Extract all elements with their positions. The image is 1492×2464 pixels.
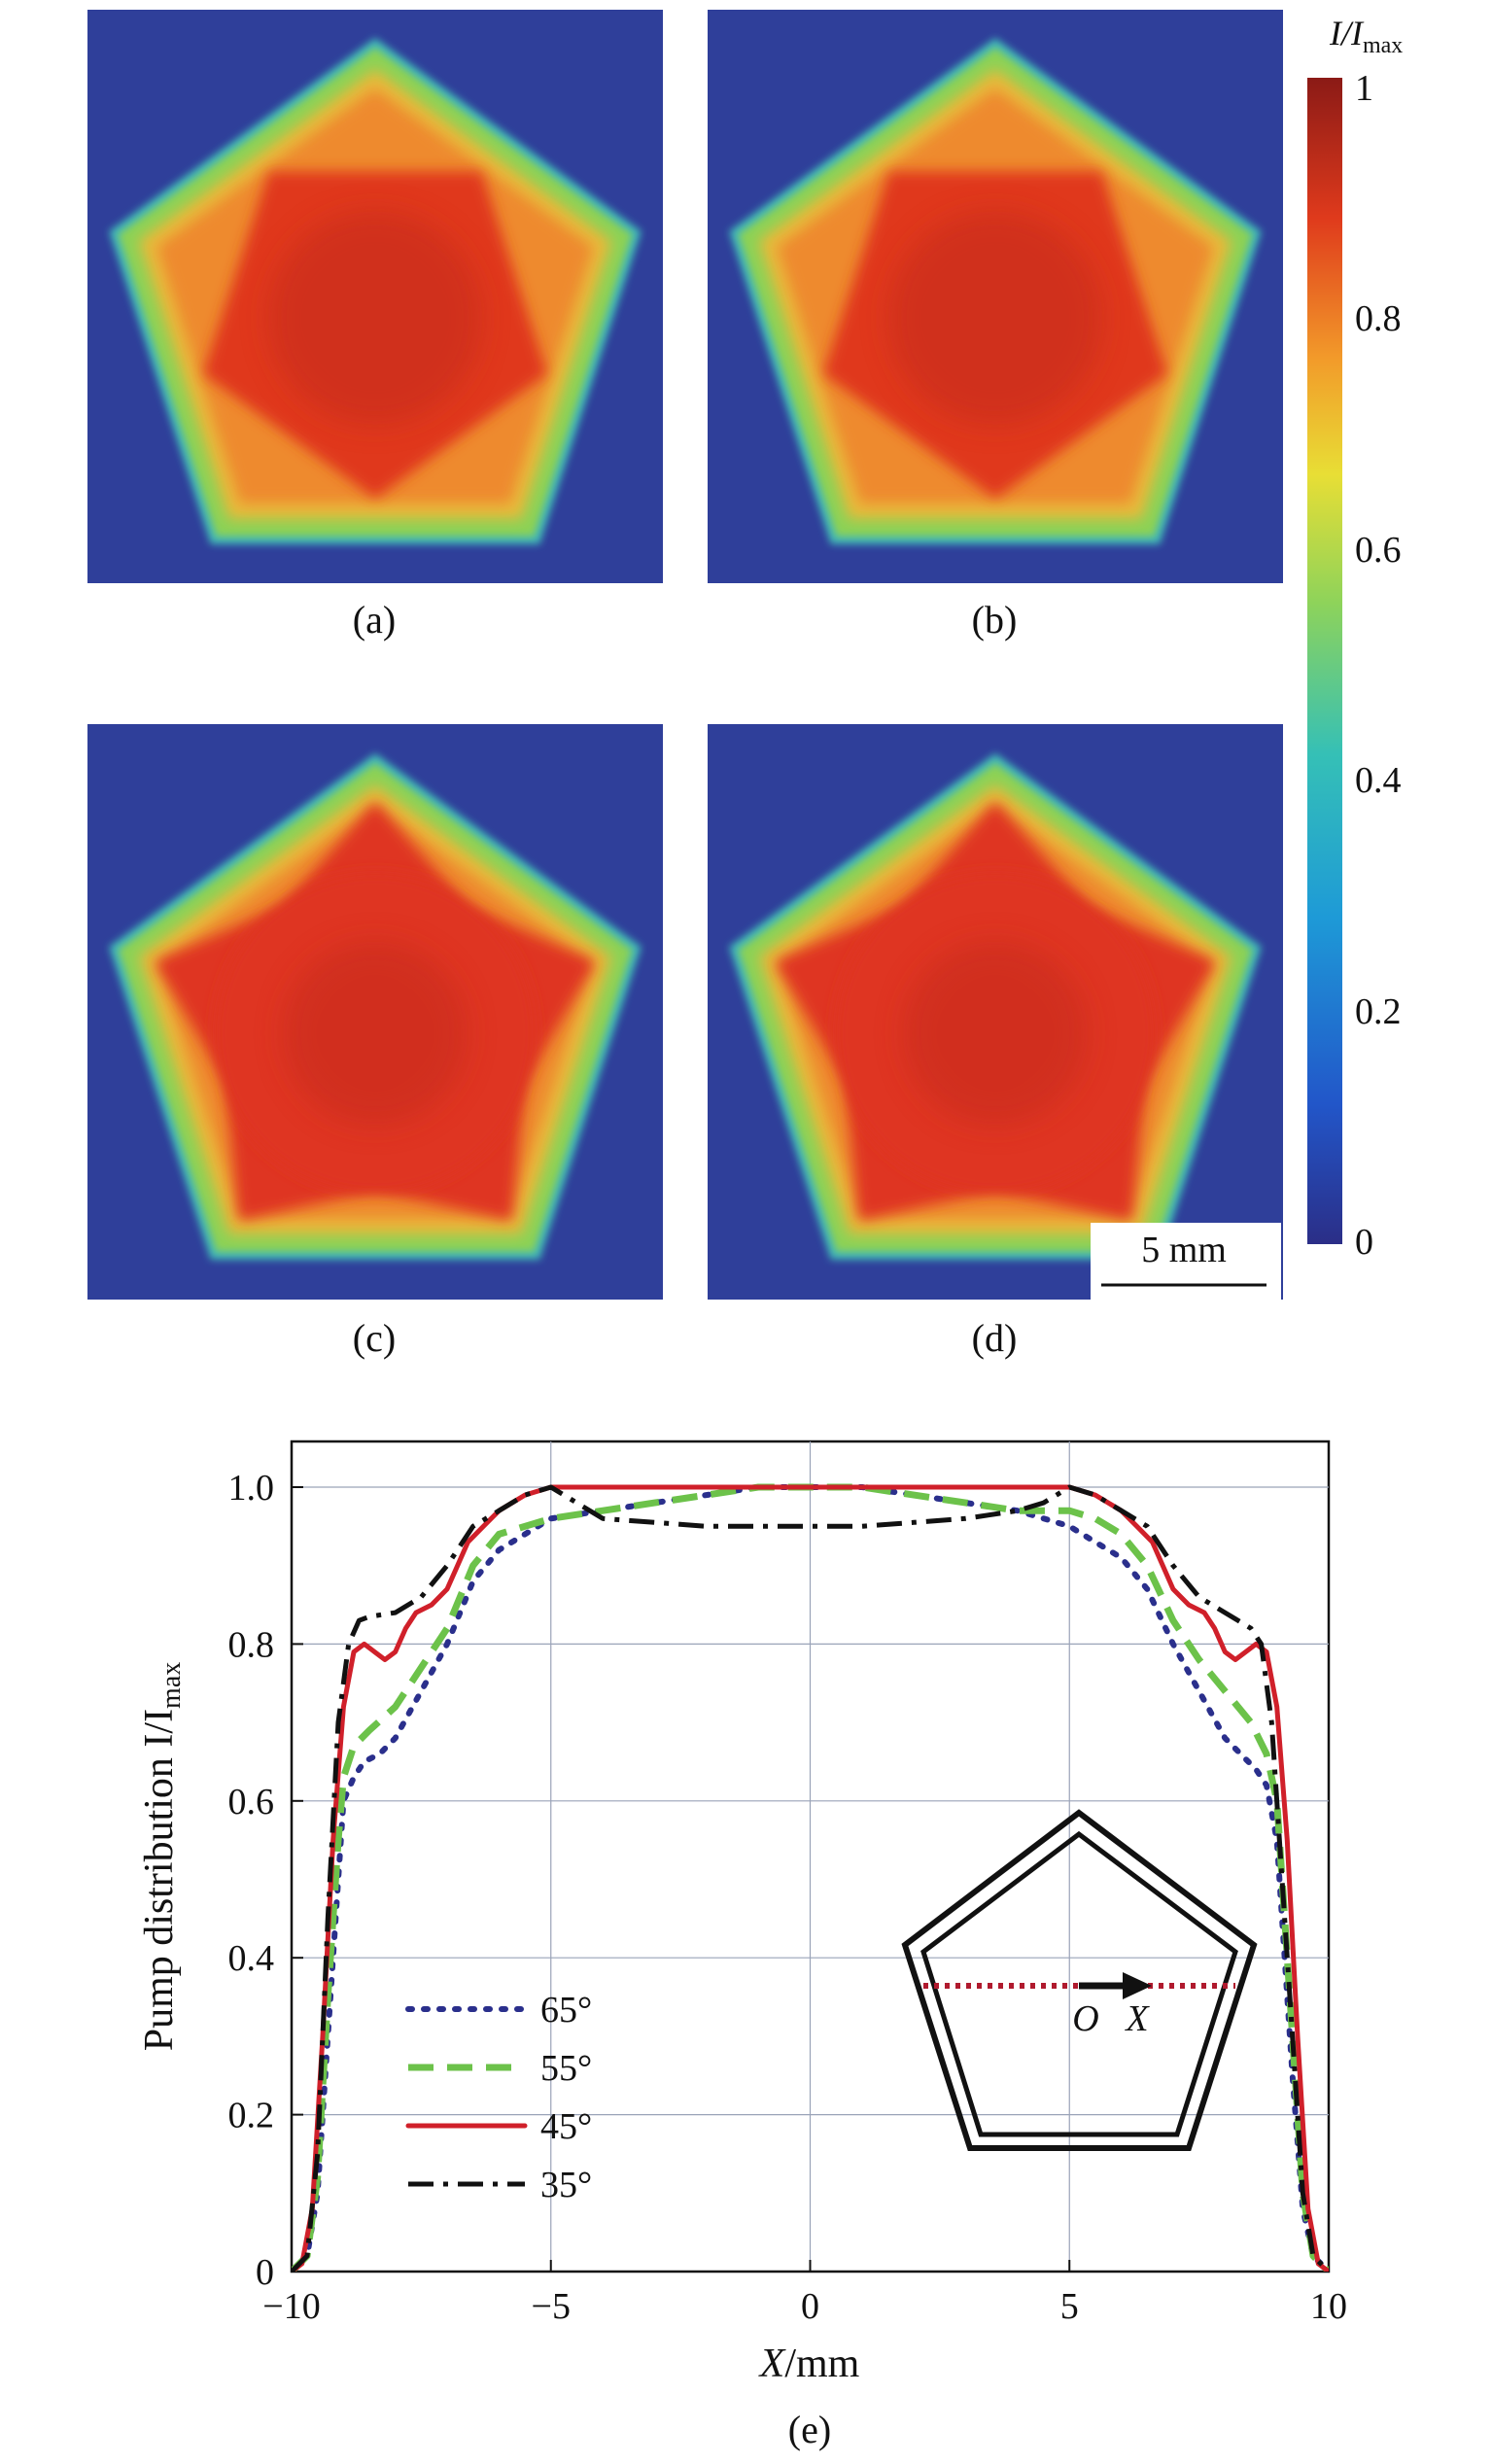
colorbar-title: I/Imax (1329, 14, 1403, 58)
x-tick-label: 10 (1310, 2286, 1347, 2327)
panel-label-e: (e) (788, 2408, 831, 2451)
panel-label-a: (a) (353, 598, 396, 642)
map-core-dark (283, 941, 468, 1126)
x-tick-label: −10 (262, 2286, 320, 2327)
map-core-dark (888, 211, 1102, 425)
y-axis-label-sub: max (156, 1662, 187, 1709)
inset-pentagon-diagram: O X (901, 1809, 1258, 2151)
x-tick-label: 0 (801, 2286, 819, 2327)
scale-bar: 5 mm (1091, 1223, 1281, 1301)
x-tick-label: 5 (1060, 2286, 1079, 2327)
y-tick-label: 0.6 (228, 1782, 275, 1822)
inset-pentagon-inner (920, 1830, 1238, 2137)
series-line-45deg (292, 1484, 1329, 2272)
colorbar-gradient (1307, 78, 1342, 1244)
legend-label: 65° (540, 1990, 592, 2030)
y-axis-label: Pump distribution I/Imax (137, 1662, 187, 2052)
colorbar-tick-0.6: 0.6 (1355, 530, 1402, 571)
map-core-dark (903, 941, 1088, 1126)
y-tick-label: 0.2 (228, 2096, 275, 2136)
series-line-65deg (292, 1484, 1329, 2272)
map-core-dark (268, 211, 482, 425)
y-tick-label: 0.8 (228, 1624, 275, 1665)
legend-label: 35° (540, 2165, 592, 2205)
intensity-map-b (708, 10, 1283, 583)
legend-label: 45° (540, 2106, 592, 2147)
intensity-map-a (87, 10, 663, 583)
y-tick-label: 0 (256, 2252, 274, 2293)
panel-label-b: (b) (972, 598, 1018, 642)
y-tick-label: 1.0 (228, 1468, 275, 1509)
scale-bar-label: 5 mm (1141, 1230, 1227, 1270)
x-axis-label: X/mm (758, 2342, 860, 2386)
x-ticks: −10 −5 0 5 10 (262, 2260, 1347, 2327)
y-tick-label: 0.4 (228, 1938, 275, 1979)
colorbar: I/Imax 1 0.8 0.6 0.4 0.2 0 (1307, 14, 1403, 1263)
x-tick-label: −5 (532, 2286, 571, 2327)
pump-distribution-chart: 0 0.2 0.4 0.6 0.8 1.0 −10 −5 0 5 10 O X 65° 55° 45°… (137, 1440, 1347, 2451)
colorbar-tick-0: 0 (1355, 1222, 1373, 1263)
inset-label-x: X (1124, 1998, 1150, 2039)
intensity-map-c (87, 724, 663, 1300)
inset-arrowhead (1123, 1972, 1152, 1999)
colorbar-title-sub: max (1363, 33, 1403, 58)
colorbar-tick-0.4: 0.4 (1355, 760, 1402, 801)
series-lines (292, 1483, 1329, 2272)
legend: 65° 55° 45° 35° (405, 1990, 592, 2205)
colorbar-tick-0.2: 0.2 (1355, 991, 1402, 1032)
inset-pentagon-outer (901, 1809, 1258, 2151)
series-line-35deg (292, 1484, 1329, 2272)
y-ticks: 0 0.2 0.4 0.6 0.8 1.0 (228, 1468, 303, 2293)
panel-label-c: (c) (353, 1316, 396, 1360)
colorbar-tick-1: 1 (1355, 68, 1373, 109)
legend-label: 55° (540, 2048, 592, 2089)
intensity-map-d (708, 724, 1283, 1300)
colorbar-tick-0.8: 0.8 (1355, 298, 1402, 339)
inset-label-o: O (1072, 1998, 1098, 2039)
panel-label-d: (d) (972, 1316, 1018, 1360)
